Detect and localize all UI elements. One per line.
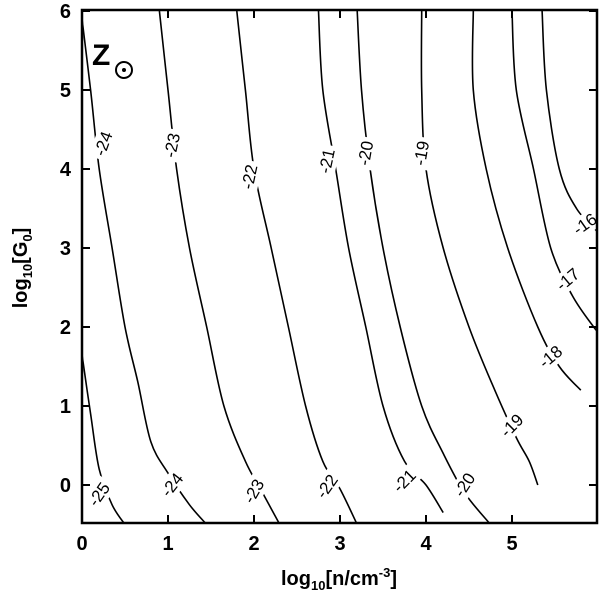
contour-labels: -25-24-24-23-23-22-22-21-21-20-20-19-19-… (81, 125, 600, 514)
contour-label-background (237, 472, 271, 511)
plot-frame (80, 8, 599, 525)
contour-line-minus19 (420, 10, 539, 486)
contour-line-minus25 (82, 354, 125, 523)
contour-line-minus23 (158, 10, 280, 523)
contour-label-background (88, 125, 119, 163)
y-tick-label: 5 (60, 80, 71, 102)
contour-label-background (81, 475, 117, 514)
contour-label-background (313, 143, 341, 179)
y-axis-title-sub: 10 (20, 264, 35, 278)
x-axis-title-log: log (281, 568, 311, 590)
contour-label: -22 (238, 163, 262, 191)
x-tick-label: 5 (506, 533, 517, 555)
x-axis-title-main: [n/cm (325, 568, 378, 590)
contour-label: -19 (410, 139, 433, 167)
contour-label-background (447, 466, 482, 504)
metallicity-label: Z (92, 39, 133, 79)
solar-symbol-dot (122, 68, 126, 72)
contour-line-minus24 (82, 18, 207, 523)
contour-line-minus18 (471, 10, 582, 391)
contour-label-background (154, 466, 191, 504)
x-tick-label: 1 (162, 533, 173, 555)
x-axis-title-sup: -3 (379, 565, 391, 580)
y-tick-label: 4 (60, 159, 72, 181)
x-tick-label: 0 (76, 533, 87, 555)
contour-label-background (386, 462, 423, 500)
y-tick-label: 0 (60, 475, 71, 497)
x-tick-label: 3 (334, 533, 345, 555)
y-axis-title-main: [G (10, 242, 32, 264)
contour-line-minus22 (236, 10, 358, 523)
y-tick-label: 2 (60, 317, 71, 339)
x-axis-title-sub: 10 (311, 578, 325, 593)
solar-symbol-icon (115, 61, 133, 79)
contour-line-minus20 (356, 10, 491, 523)
y-axis-title-log: log (10, 278, 32, 308)
contour-label: -23 (160, 131, 184, 159)
y-tick-label: 3 (60, 238, 71, 260)
contour-label-background (493, 407, 531, 445)
contour-label-background (309, 467, 345, 506)
x-axis-title: log10[n/cm-3] (281, 565, 397, 593)
y-axis-title-sub0: 0 (20, 234, 35, 241)
x-axis-title-close: ] (390, 568, 397, 590)
contour-label-background (409, 135, 435, 171)
contour-label-background (549, 261, 587, 298)
x-tick-label: 2 (248, 533, 259, 555)
contour-line-minus21 (317, 10, 444, 514)
metallicity-z-text: Z (92, 39, 110, 72)
contour-label-background (236, 159, 263, 195)
contour-lines (82, 10, 597, 523)
contour-line-minus16 (541, 10, 597, 233)
y-axis-title: log10[G0] (10, 228, 35, 309)
contour-label: -20 (354, 139, 377, 167)
x-axis-ticks: 0 1 2 3 4 5 (76, 10, 518, 555)
y-tick-label: 1 (60, 396, 71, 418)
contour-label-background (159, 127, 186, 164)
x-tick-label: 4 (420, 533, 432, 555)
contour-label-background (532, 339, 570, 375)
contour-label-background (566, 206, 600, 242)
y-axis-ticks: 0 1 2 3 4 5 6 (60, 1, 597, 497)
contour-label-background (353, 135, 379, 171)
y-tick-label: 6 (60, 1, 71, 23)
contour-label: -21 (315, 147, 339, 175)
y-axis-title-close: ] (10, 228, 32, 235)
